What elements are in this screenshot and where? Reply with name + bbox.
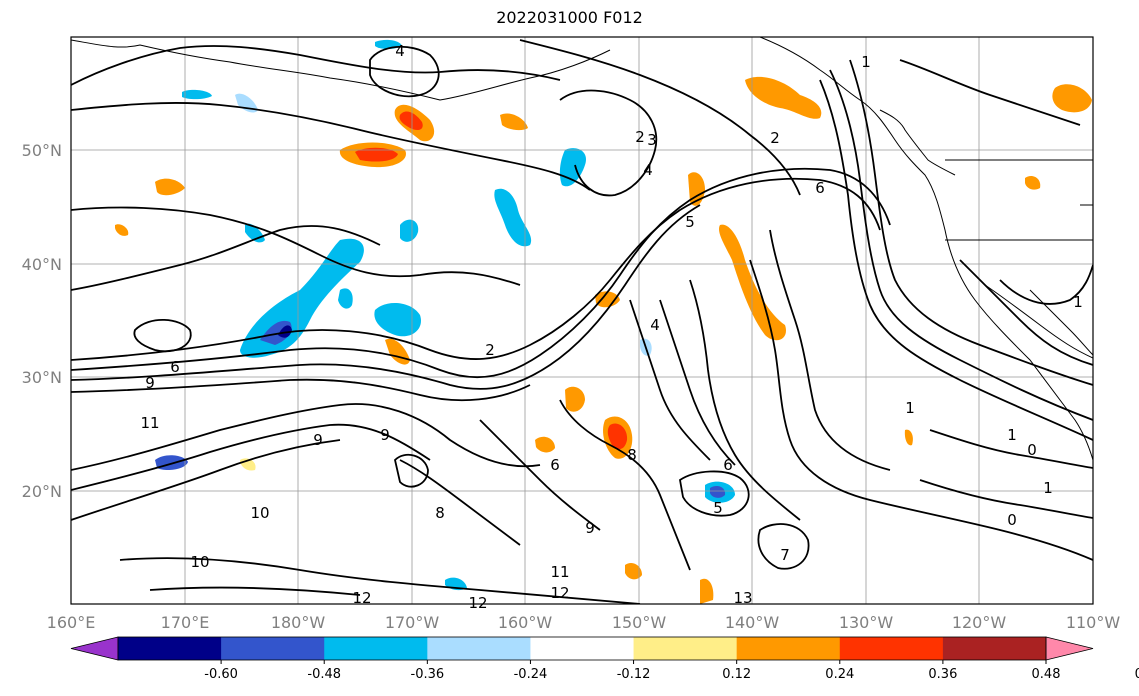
contour-label: 6 (550, 456, 560, 474)
contour-label: 9 (313, 431, 323, 449)
colorbar-segment (530, 637, 635, 660)
lon-label-160e: 160°E (47, 613, 96, 632)
colorbar-frame (117, 636, 1047, 661)
contour-label: 13 (733, 589, 752, 607)
colorbar-segment (324, 637, 428, 660)
contour-label: 11 (140, 414, 159, 432)
contour-label: 4 (395, 42, 405, 60)
contour-label: 8 (627, 446, 637, 464)
lon-label-140w: 140°W (725, 613, 780, 632)
contour-label: 12 (550, 584, 569, 602)
lon-label-130w: 130°W (839, 613, 894, 632)
contour-label: 0 (1027, 441, 1037, 459)
contour-label: 4 (643, 161, 653, 179)
contour-label: 1 (861, 53, 871, 71)
lon-label-110w: 110°W (1066, 613, 1121, 632)
lon-label-160w: 160°W (498, 613, 553, 632)
colorbar-extend-low (70, 636, 119, 661)
colorbar-tick-label: 0.60 (1135, 667, 1139, 682)
lon-label-120w: 120°W (952, 613, 1007, 632)
contour-label: 6 (723, 456, 733, 474)
contour-label: 12 (352, 589, 371, 607)
contour-label: 5 (713, 499, 723, 517)
contour-label: 1 (1007, 426, 1017, 444)
contour-label: 1 (905, 399, 915, 417)
contour-label: 6 (815, 179, 825, 197)
colorbar-tick-label: 0.48 (1032, 667, 1061, 682)
contour-label: 6 (170, 358, 180, 376)
lon-label-180w: 180°W (271, 613, 326, 632)
colorbar-tick-label: -0.60 (204, 667, 238, 682)
contour-label: 9 (145, 374, 155, 392)
contour-label: 4 (650, 316, 660, 334)
contour-label: 0 (1007, 511, 1017, 529)
colorbar-tick-label: 0.36 (928, 667, 957, 682)
colorbar-segment (736, 637, 841, 660)
colorbar-segment (427, 637, 531, 660)
contour-lines (71, 39, 1093, 604)
map-layers (71, 37, 1093, 604)
latitude-labels: 50°N 40°N 30°N 20°N (22, 141, 62, 501)
lat-label-30n: 30°N (22, 368, 62, 387)
lat-label-50n: 50°N (22, 141, 62, 160)
contour-label: 2 (635, 128, 645, 146)
contour-label: 2 (770, 129, 780, 147)
colorbar-segment (118, 637, 222, 660)
colorbar-tick-label: -0.48 (307, 667, 341, 682)
lon-label-150w: 150°W (612, 613, 667, 632)
lat-label-20n: 20°N (22, 482, 62, 501)
lon-label-170w: 170°W (385, 613, 440, 632)
contour-label: 10 (250, 504, 269, 522)
colorbar-tick-label: -0.12 (617, 667, 651, 682)
colorbar-segment (942, 637, 1047, 660)
colorbar-extend-high (1045, 636, 1094, 661)
contour-label: 8 (435, 504, 445, 522)
colorbar-tick-label: 0.24 (825, 667, 854, 682)
lon-label-170e: 170°E (161, 613, 210, 632)
map-frame (70, 36, 1094, 605)
colorbar-segment (839, 637, 944, 660)
colorbar-tick-label: 0.12 (722, 667, 751, 682)
contour-label: 9 (380, 426, 390, 444)
contour-label: 11 (550, 563, 569, 581)
colorbar-segment (633, 637, 738, 660)
colorbar-tick-label: -0.36 (411, 667, 445, 682)
colorbar (70, 636, 1094, 661)
contour-label: 7 (780, 546, 790, 564)
longitude-labels: 160°E 170°E 180°W 170°W 160°W 150°W 140°… (47, 613, 1121, 632)
contour-label: 2 (485, 341, 495, 359)
coastlines (71, 37, 1093, 461)
colorbar-segment (221, 637, 325, 660)
graticule (71, 37, 1093, 604)
map-title: 2022031000 F012 (496, 8, 643, 27)
colorbar-labels: -0.60 -0.48 -0.36 -0.24 -0.12 0.12 0.24 0.36 0.4… (204, 660, 1139, 682)
contour-label: 3 (647, 131, 657, 149)
lat-label-40n: 40°N (22, 255, 62, 274)
contour-label: 9 (585, 519, 595, 537)
contour-label: 10 (190, 553, 209, 571)
positive-anomaly-shading (115, 76, 1092, 604)
contour-label: 5 (685, 213, 695, 231)
contour-label: 1 (1043, 479, 1053, 497)
contour-label: 12 (468, 594, 487, 612)
colorbar-tick-label: -0.24 (514, 667, 548, 682)
contour-label: 1 (1073, 293, 1083, 311)
negative-anomaly-shading (155, 39, 735, 591)
